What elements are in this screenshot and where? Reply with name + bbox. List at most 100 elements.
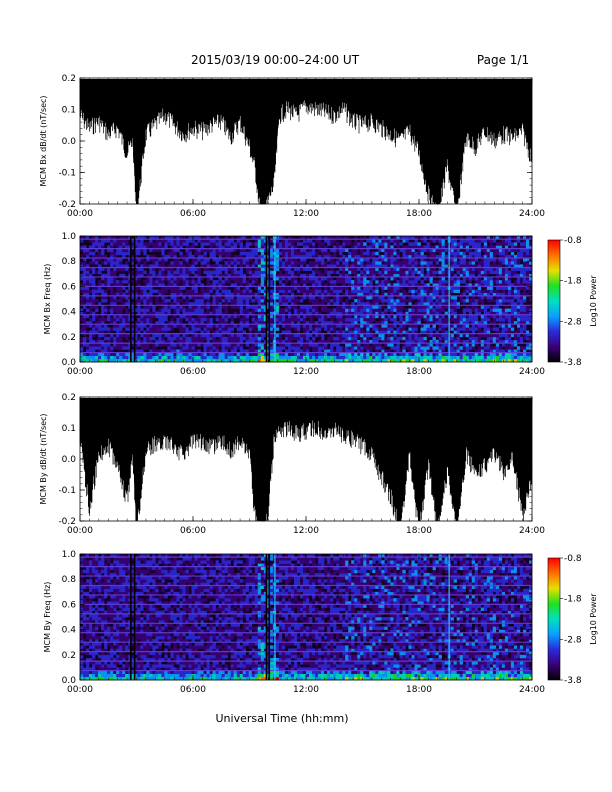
heatmap-cell: [354, 308, 358, 312]
heatmap-cell: [212, 242, 216, 246]
heatmap-cell: [318, 358, 322, 363]
heatmap-cell: [173, 346, 177, 350]
heatmap-cell: [465, 317, 470, 322]
heatmap-cell: [167, 305, 171, 309]
heatmap-cell: [125, 239, 129, 243]
heatmap-cell: [179, 346, 183, 350]
heatmap-cell: [269, 355, 274, 360]
heatmap-cell: [342, 239, 346, 243]
heatmap-cell: [318, 245, 322, 249]
heatmap-cell: [86, 236, 90, 240]
heatmap-cell: [336, 295, 340, 300]
heatmap-cell: [152, 308, 156, 312]
heatmap-cell: [315, 311, 319, 316]
heatmap-cell: [293, 283, 298, 287]
heatmap-cell: [306, 355, 310, 360]
heatmap-cell: [453, 308, 457, 312]
heatmap-cell: [342, 352, 346, 356]
heatmap-cell: [218, 343, 222, 347]
heatmap-cell: [158, 343, 162, 347]
heatmap-cell: [306, 273, 310, 278]
heatmap-cell: [215, 242, 219, 246]
heatmap-cell: [284, 330, 289, 334]
heatmap-cell: [471, 299, 476, 303]
heatmap-cell: [95, 314, 99, 319]
heatmap-cell: [215, 358, 219, 363]
heatmap-cell: [465, 270, 470, 275]
heatmap-cell: [522, 346, 527, 350]
heatmap-cell: [215, 311, 219, 316]
heatmap-cell: [348, 355, 352, 360]
y-tick-label: 0.0: [62, 137, 77, 147]
heatmap-cell: [396, 261, 400, 265]
heatmap-cell: [83, 333, 87, 338]
heatmap-cell: [429, 289, 433, 293]
heatmap-cell: [131, 333, 135, 338]
heatmap-cell: [233, 248, 237, 253]
heatmap-cell: [333, 311, 337, 316]
heatmap-cell: [342, 324, 346, 328]
heatmap-cell: [239, 358, 244, 363]
heatmap-cell: [170, 261, 174, 265]
heatmap-cell: [318, 349, 322, 353]
heatmap-cell: [318, 289, 322, 293]
heatmap-cell: [194, 280, 198, 284]
heatmap-cell: [269, 264, 274, 268]
heatmap-cell: [185, 258, 189, 262]
heatmap-cell: [197, 352, 201, 356]
heatmap-cell: [206, 311, 210, 316]
heatmap-cell: [432, 346, 436, 350]
heatmap-cell: [372, 242, 376, 246]
heatmap-cell: [143, 302, 147, 306]
heatmap-cell: [224, 317, 228, 322]
heatmap-cell: [143, 308, 147, 312]
heatmap-cell: [119, 245, 123, 249]
heatmap-cell: [221, 324, 225, 328]
heatmap-cell: [218, 336, 222, 341]
heatmap-cell: [327, 254, 331, 259]
heatmap-cell: [116, 289, 120, 293]
heatmap-cell: [510, 299, 515, 303]
heatmap-cell: [224, 276, 228, 281]
heatmap-cell: [522, 289, 527, 293]
heatmap-cell: [414, 327, 418, 331]
heatmap-cell: [131, 292, 135, 297]
heatmap-cell: [492, 299, 497, 303]
heatmap-cell: [212, 358, 216, 363]
heatmap-cell: [257, 292, 262, 297]
heatmap-cell: [83, 261, 87, 265]
heatmap-cell: [95, 343, 99, 347]
heatmap-cell: [164, 314, 168, 319]
heatmap-cell: [357, 339, 361, 344]
heatmap-cell: [348, 267, 352, 271]
heatmap-cell: [489, 251, 494, 256]
heatmap-cell: [513, 261, 518, 265]
heatmap-cell: [284, 349, 289, 353]
heatmap-cell: [414, 308, 418, 312]
heatmap-cell: [275, 336, 280, 341]
heatmap-cell: [468, 355, 473, 360]
heatmap-cell: [318, 242, 322, 246]
heatmap-cell: [275, 333, 280, 338]
heatmap-cell: [275, 248, 280, 253]
heatmap-cell: [348, 314, 352, 319]
heatmap-cell: [522, 317, 527, 322]
heatmap-cell: [260, 283, 265, 287]
heatmap-cell: [236, 333, 240, 338]
heatmap-cell: [209, 317, 213, 322]
heatmap-cell: [420, 261, 424, 265]
heatmap-cell: [155, 236, 159, 240]
heatmap-cell: [275, 299, 280, 303]
heatmap-cell: [122, 317, 126, 322]
heatmap-cell: [296, 251, 301, 256]
heatmap-cell: [203, 258, 207, 262]
heatmap-cell: [83, 321, 87, 325]
heatmap-cell: [239, 254, 244, 259]
heatmap-cell: [290, 292, 295, 297]
heatmap-cell: [336, 349, 340, 353]
heatmap-cell: [101, 267, 105, 271]
heatmap-cell: [218, 302, 222, 306]
heatmap-cell: [302, 327, 307, 331]
heatmap-cell: [260, 311, 265, 316]
heatmap-cell: [275, 317, 280, 322]
